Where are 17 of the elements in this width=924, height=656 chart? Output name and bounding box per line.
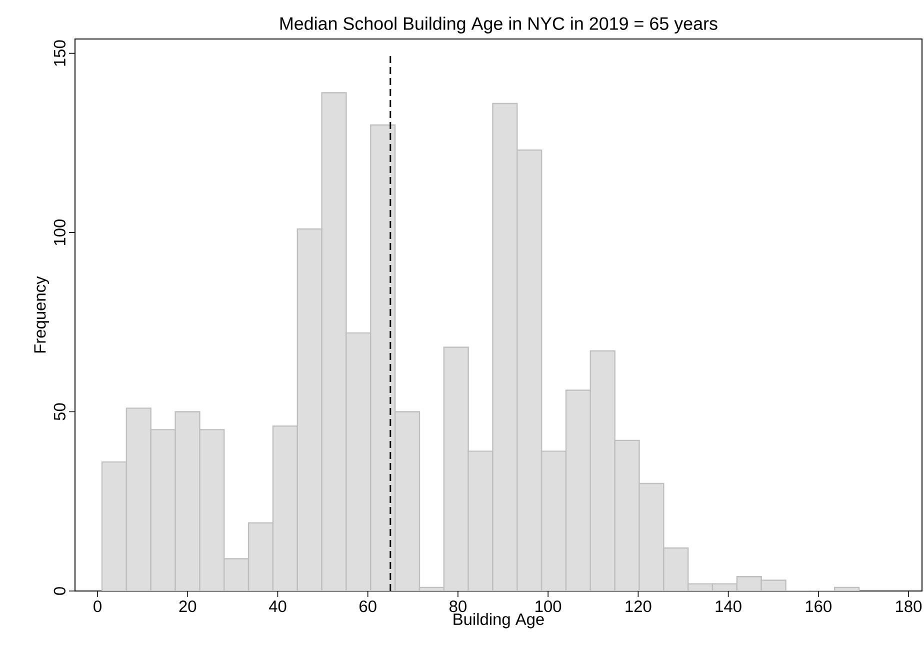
y-tick-label: 0 [54, 587, 66, 595]
x-tick-label: 100 [536, 600, 562, 612]
y-tick-label: 50 [54, 403, 66, 420]
x-tick-label: 0 [94, 600, 102, 612]
chart-title: Median School Building Age in NYC in 2019 = 65 years [280, 16, 718, 34]
x-tick-label: 140 [716, 600, 742, 612]
x-tick-label: 120 [626, 600, 652, 612]
x-tick-label: 180 [896, 600, 922, 612]
x-axis-title: Building Age [454, 613, 544, 628]
x-tick-label: 160 [806, 600, 832, 612]
y-axis-title: Frequency [34, 276, 49, 352]
x-tick-label: 60 [360, 600, 376, 612]
y-tick-label: 100 [54, 219, 66, 246]
x-tick-label: 20 [179, 600, 196, 612]
x-tick-label: 40 [268, 600, 286, 612]
y-tick-label: 150 [54, 40, 66, 66]
x-tick-label: 80 [450, 600, 466, 612]
